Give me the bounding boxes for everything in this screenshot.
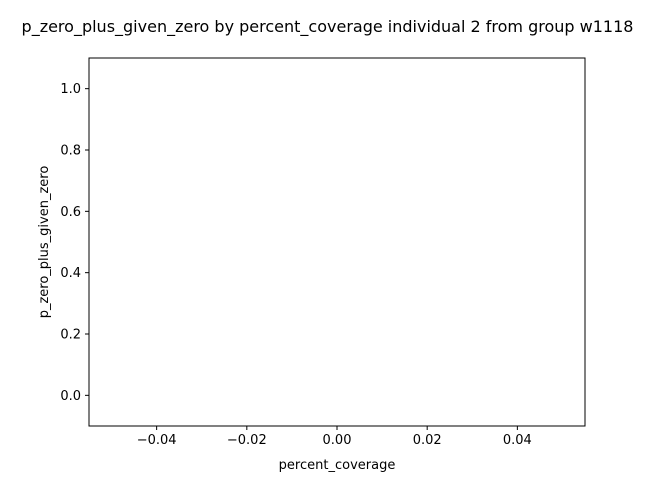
- y-tick-label: 0.8: [60, 144, 81, 159]
- y-axis-label: p_zero_plus_given_zero: [37, 166, 52, 319]
- plot-area: [88, 57, 586, 427]
- x-axis: −0.04 −0.02 0.00 0.02 0.04: [137, 426, 532, 448]
- y-tick-label: 0.2: [60, 328, 81, 343]
- x-axis-label: percent_coverage: [279, 458, 396, 473]
- y-tick-label: 0.6: [60, 205, 81, 220]
- x-tick-label: −0.02: [227, 433, 267, 448]
- x-tick-label: 0.02: [413, 433, 442, 448]
- y-tick-label: 1.0: [60, 82, 81, 97]
- chart-title: p_zero_plus_given_zero by percent_covera…: [22, 17, 634, 37]
- y-axis: 0.0 0.2 0.4 0.6 0.8 1.0: [60, 82, 89, 404]
- x-tick-label: 0.04: [503, 433, 532, 448]
- y-tick-label: 0.0: [60, 389, 81, 404]
- y-tick-label: 0.4: [60, 266, 81, 281]
- x-tick-label: −0.04: [137, 433, 177, 448]
- x-tick-label: 0.00: [323, 433, 352, 448]
